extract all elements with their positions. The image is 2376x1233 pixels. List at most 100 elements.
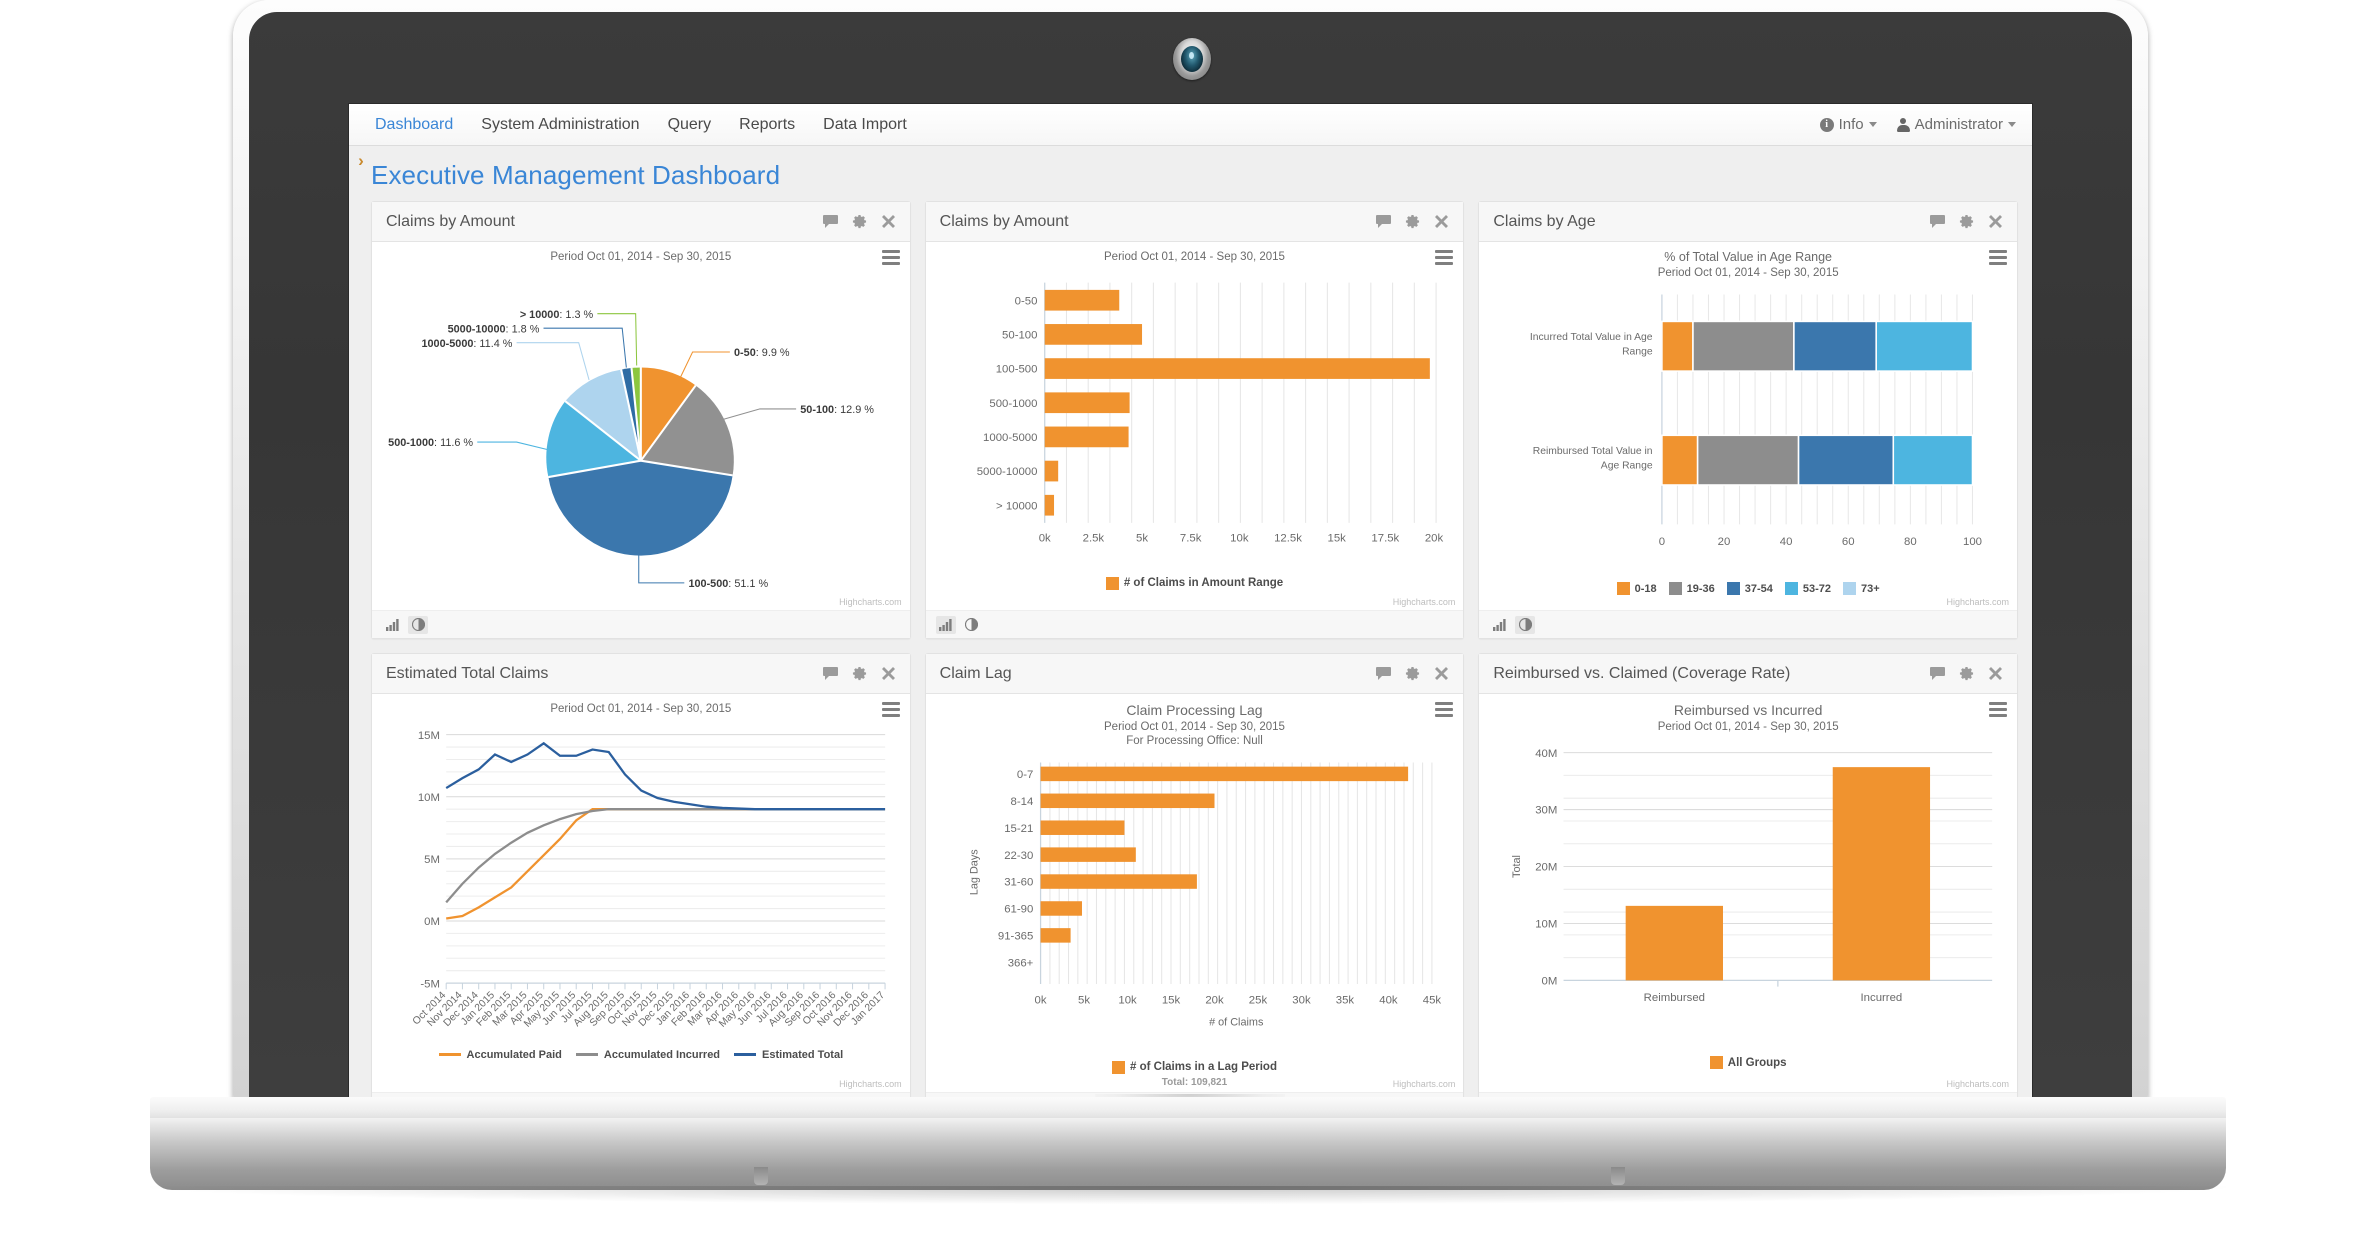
seg-0-18 (1661, 434, 1699, 486)
pie-slice-500-1000 (546, 401, 641, 478)
bar-chart-icon[interactable] (935, 615, 956, 634)
comment-icon[interactable] (1930, 666, 1945, 681)
close-icon[interactable] (881, 666, 896, 681)
seg-37-54 (1793, 320, 1878, 372)
pie-label-0-50: 0-50: 9.9 % (734, 348, 790, 360)
bars (1040, 766, 1408, 943)
legend-item[interactable]: 53-72 (1784, 582, 1831, 596)
stack-incurred (1661, 320, 1974, 372)
panel-title: Claims by Amount (386, 212, 515, 230)
panel-tools (1930, 666, 2003, 681)
legend-line (575, 1053, 598, 1057)
gear-icon[interactable] (1405, 666, 1420, 681)
pie-label-100-500: 100-500: 51.1 % (688, 578, 768, 590)
comment-icon[interactable] (822, 214, 838, 229)
nav-item-dashboard[interactable]: Dashboard (375, 115, 454, 133)
svg-text:7.5k: 7.5k (1180, 533, 1202, 545)
chart-legend: # of Claims in Amount Range (936, 576, 1454, 590)
svg-text:100: 100 (1963, 536, 1982, 548)
legend-item[interactable]: Accumulated Incurred (575, 1049, 720, 1061)
seg-37-54 (1798, 434, 1895, 486)
bar-91-365 (1040, 928, 1071, 943)
highcharts-credit: Highcharts.com (1946, 597, 2009, 608)
comment-icon[interactable] (822, 666, 838, 681)
gear-icon[interactable] (1405, 214, 1420, 229)
contrast-icon[interactable] (1515, 615, 1536, 634)
close-icon[interactable] (1988, 214, 2003, 229)
info-menu[interactable]: i Info (1819, 116, 1877, 133)
chart-menu-icon[interactable] (1989, 250, 2007, 268)
legend-item[interactable]: 0-18 (1616, 582, 1657, 596)
series-accumulated-paid (446, 808, 886, 921)
legend-item[interactable]: 73+ (1843, 582, 1880, 596)
legend-swatch (1726, 582, 1740, 596)
svg-text:40: 40 (1780, 536, 1793, 548)
svg-text:31-60: 31-60 (1004, 877, 1033, 889)
comment-icon[interactable] (1376, 214, 1392, 229)
chart-subtitle: Period Oct 01, 2014 - Sep 30, 2015 (1657, 720, 1839, 733)
comment-icon[interactable] (1376, 666, 1392, 681)
svg-text:80: 80 (1904, 536, 1917, 548)
highcharts-credit: Highcharts.com (1392, 1078, 1456, 1089)
svg-text:0M: 0M (1542, 975, 1558, 987)
chart-menu-icon[interactable] (1989, 702, 2007, 720)
legend-item[interactable]: Estimated Total (734, 1049, 843, 1061)
close-icon[interactable] (1434, 214, 1449, 229)
gear-icon[interactable] (852, 666, 867, 681)
legend-item[interactable]: 19-36 (1668, 582, 1715, 596)
chart-menu-icon[interactable] (881, 250, 900, 268)
legend-item[interactable]: All Groups (1709, 1056, 1787, 1070)
chart-menu-icon[interactable] (1435, 250, 1454, 268)
bar-chart-icon[interactable] (382, 616, 402, 634)
bar-chart-icon[interactable] (1489, 616, 1509, 634)
user-menu[interactable]: Administrator (1896, 116, 2016, 133)
series-estimated-total (445, 742, 886, 811)
svg-text:60: 60 (1842, 536, 1855, 548)
chart-menu-icon[interactable] (881, 702, 900, 720)
info-label: Info (1838, 116, 1864, 133)
close-icon[interactable] (1434, 666, 1449, 681)
gear-icon[interactable] (1959, 666, 1974, 681)
bar-chart-claims-amount: 0-50 50-100 100-500 500-1000 1000-5000 5000… (976, 283, 1443, 545)
svg-text:20k: 20k (1424, 533, 1443, 545)
legend-swatch (1616, 582, 1630, 596)
close-icon[interactable] (881, 214, 896, 229)
webcam-glint (1189, 52, 1194, 59)
svg-text:30k: 30k (1292, 995, 1311, 1007)
svg-text:61-90: 61-90 (1004, 904, 1033, 916)
y-tick-labels: 40M 30M 20M 10M 0M (1536, 748, 1558, 988)
nav-item-query[interactable]: Query (667, 115, 712, 133)
svg-text:20: 20 (1718, 536, 1731, 548)
close-icon[interactable] (1988, 666, 2003, 681)
legend-item[interactable]: # of Claims in Amount Range (1105, 576, 1283, 590)
legend-item[interactable]: 37-54 (1726, 582, 1773, 596)
legend-swatch (1843, 582, 1857, 596)
contrast-icon[interactable] (962, 616, 982, 634)
column-incurred (1833, 767, 1931, 981)
contrast-icon[interactable] (408, 615, 428, 634)
seg-53-72 (1892, 434, 1974, 486)
sidebar-toggle-button[interactable]: › (358, 151, 364, 170)
panel-header: Claims by Amount (372, 202, 910, 242)
svg-text:366+: 366+ (1007, 958, 1033, 970)
legend-item[interactable]: # of Claims in a Lag Period (1112, 1060, 1277, 1074)
nav-item-data-import[interactable]: Data Import (823, 115, 907, 133)
gear-icon[interactable] (1959, 214, 1974, 229)
stack-reimbursed (1661, 434, 1974, 486)
gear-icon[interactable] (852, 214, 867, 229)
svg-text:45k: 45k (1422, 995, 1441, 1007)
widget-grid: Claims by Amount Period Oct 01, 2014 - S… (349, 201, 2032, 1107)
category-labels: Incurred Total Value in Age Range Reimbu… (1530, 332, 1653, 471)
legend-label: 0-18 (1634, 582, 1657, 595)
svg-text:5k: 5k (1078, 995, 1090, 1007)
y-tick-labels: 0-50 50-100 100-500 500-1000 1000-5000 5000… (976, 296, 1037, 513)
comment-icon[interactable] (1930, 214, 1945, 229)
x-tick-labels: 0k 2.5k 5k 7.5k 10k 12.5k 15k 17.5k 20k (1038, 533, 1443, 545)
legend-item[interactable]: Accumulated Paid (438, 1049, 562, 1061)
chart-menu-icon[interactable] (1435, 702, 1454, 720)
nav-item-system-administration[interactable]: System Administration (481, 115, 640, 133)
highcharts-credit: Highcharts.com (839, 597, 902, 608)
nav-item-reports[interactable]: Reports (739, 115, 796, 133)
chart-subtitle: Period Oct 01, 2014 - Sep 30, 2015 (1104, 251, 1285, 263)
